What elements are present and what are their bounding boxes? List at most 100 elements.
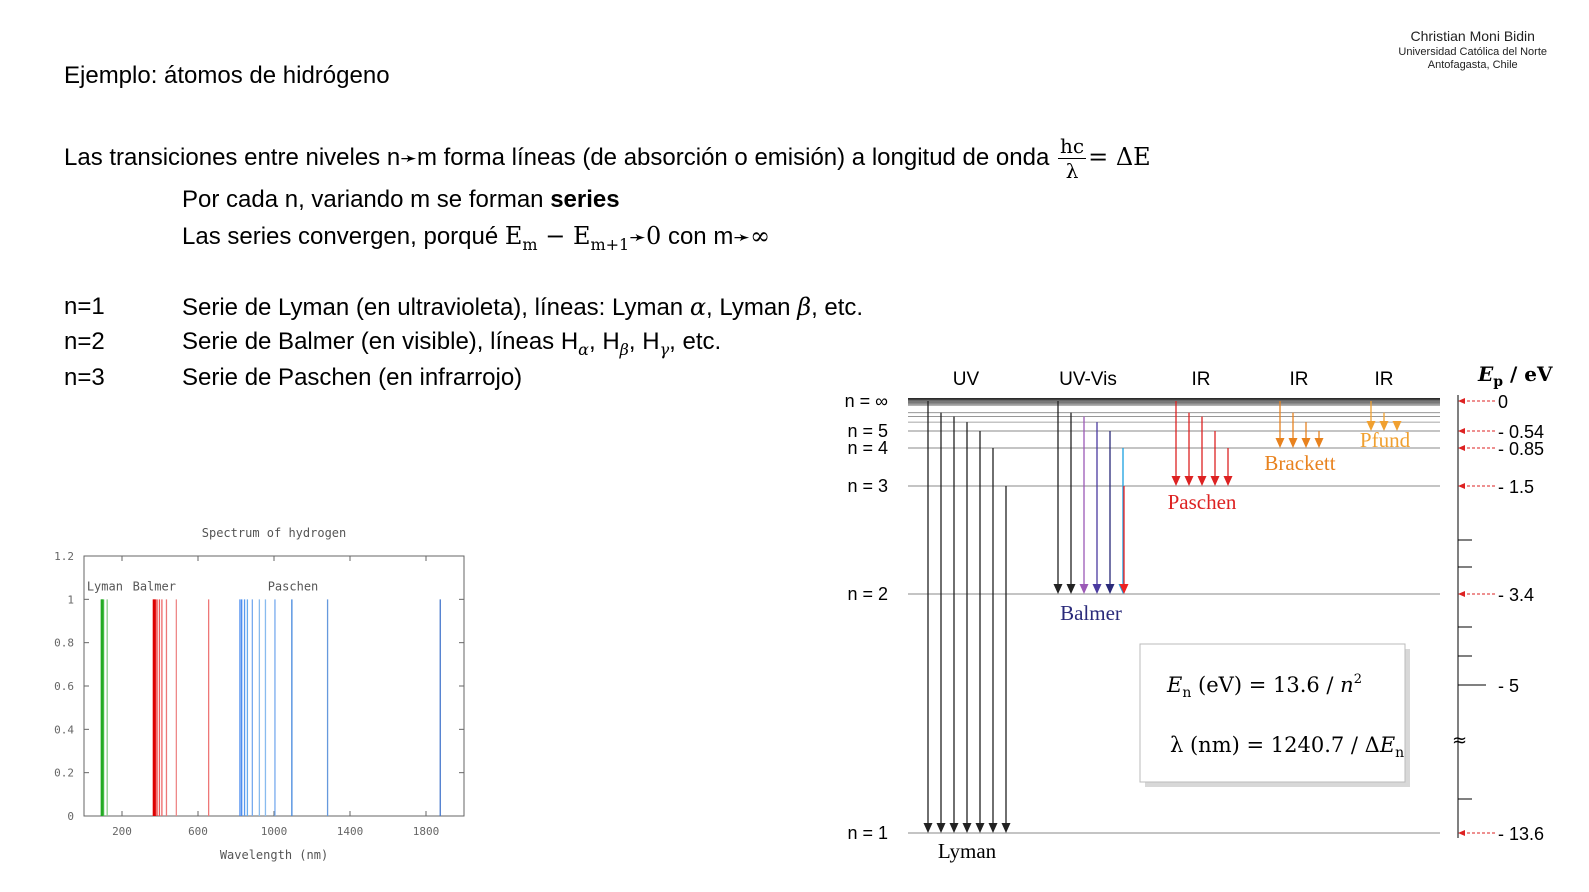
arrow-icon: ➛ bbox=[400, 147, 417, 170]
axis-label-E: E bbox=[1477, 362, 1494, 386]
formula1-rest: (eV) = 13.6 / bbox=[1191, 673, 1340, 697]
energy-formula: En (eV) = 13.6 / n2 bbox=[1166, 672, 1362, 701]
x-tick-label: 200 bbox=[112, 825, 132, 838]
region-header: UV bbox=[953, 369, 980, 390]
row-n3-text: Serie de Paschen (en infrarrojo) bbox=[182, 364, 523, 391]
convergence-sub-m1: m+1 bbox=[590, 235, 630, 254]
y-tick-label: 1 bbox=[67, 593, 74, 606]
fraction-numerator: hc bbox=[1057, 134, 1087, 159]
transition-arrow-head bbox=[1392, 421, 1402, 431]
row-n2-label: n=2 bbox=[64, 328, 105, 355]
h-beta-sub: β bbox=[619, 340, 629, 359]
level-label: n = 5 bbox=[847, 421, 888, 441]
series-name-label: Paschen bbox=[1168, 490, 1237, 514]
spectrum-title: Spectrum of hydrogen bbox=[202, 526, 347, 540]
formula1-n: n bbox=[1340, 673, 1354, 697]
balmer-sep1: , H bbox=[588, 328, 620, 355]
row-n1-label: n=1 bbox=[64, 293, 105, 320]
author-name: Christian Moni Bidin bbox=[1410, 28, 1535, 44]
spectrum-xlabel: Wavelength (nm) bbox=[220, 848, 328, 862]
arrow-icon: ➛ bbox=[629, 227, 646, 249]
convergence-sub-m: m bbox=[522, 235, 538, 254]
x-tick-label: 1000 bbox=[261, 825, 288, 838]
transition-arrow-head bbox=[988, 823, 998, 833]
series-name-label: Lyman bbox=[938, 839, 997, 863]
transition-arrow-head bbox=[1184, 476, 1194, 486]
series-name-label: Brackett bbox=[1264, 451, 1335, 475]
convergence-minus: − E bbox=[537, 222, 591, 250]
series-text-prefix: Por cada n, variando m se forman bbox=[182, 186, 551, 213]
axis-pointer-head bbox=[1458, 398, 1465, 404]
convergence-con: con m bbox=[661, 223, 734, 250]
fraction-denominator: λ bbox=[1065, 159, 1079, 183]
author-location: Antofagasta, Chile bbox=[1427, 59, 1518, 72]
transition-arrow-head bbox=[962, 823, 972, 833]
region-header: IR bbox=[1192, 369, 1211, 390]
formula1-sup: 2 bbox=[1354, 672, 1362, 687]
slide-title: Ejemplo: átomos de hidrógeno bbox=[64, 62, 390, 89]
balmer-sep2: , H bbox=[628, 328, 660, 355]
level-label: n = 3 bbox=[847, 476, 888, 496]
series-name-label: Pfund bbox=[1360, 428, 1411, 452]
formula2-lhs: λ (nm) = 1240.7 / Δ bbox=[1170, 733, 1380, 757]
transition-arrow-head bbox=[1079, 584, 1089, 594]
level-label: n = 1 bbox=[847, 823, 888, 843]
level-label: n = 2 bbox=[847, 584, 888, 604]
energy-value-label: - 3.4 bbox=[1498, 585, 1534, 605]
transition-arrow-head bbox=[1105, 584, 1115, 594]
convergence-E: E bbox=[504, 222, 523, 250]
level-label: n = 4 bbox=[847, 438, 888, 458]
x-tick-label: 600 bbox=[188, 825, 208, 838]
transition-arrow-head bbox=[1301, 438, 1311, 448]
transition-text-a: Las transiciones entre niveles n bbox=[64, 143, 401, 171]
transition-arrow-head bbox=[1210, 476, 1220, 486]
region-header: UV-Vis bbox=[1059, 369, 1117, 390]
axis-label-sub: p bbox=[1493, 374, 1503, 390]
transition-arrow-head bbox=[923, 823, 933, 833]
y-tick-label: 1.2 bbox=[54, 550, 74, 563]
series-label: Lyman bbox=[87, 580, 123, 594]
energy-value-label: - 5 bbox=[1498, 676, 1519, 696]
lyman-text-c: , etc. bbox=[811, 294, 864, 321]
formula2-E: E bbox=[1379, 733, 1395, 757]
arrow-icon: ➛ bbox=[733, 227, 751, 249]
author-university: Universidad Católica del Norte bbox=[1398, 45, 1547, 58]
transition-text: Las transiciones entre niveles n➛m forma… bbox=[64, 136, 1151, 181]
h-gamma-sub: γ bbox=[659, 340, 670, 359]
y-tick-label: 0.6 bbox=[54, 680, 74, 693]
y-tick-label: 0 bbox=[67, 810, 74, 823]
series-text-bold: series bbox=[550, 186, 620, 213]
transition-arrow-head bbox=[1066, 584, 1076, 594]
row-n3-label: n=3 bbox=[64, 364, 105, 391]
transition-arrow-head bbox=[1197, 476, 1207, 486]
convergence-zero: 0 bbox=[646, 222, 662, 250]
transition-arrow-head bbox=[1275, 438, 1285, 448]
x-tick-label: 1800 bbox=[413, 825, 440, 838]
series-label: Balmer bbox=[133, 580, 176, 594]
series-name-label: Balmer bbox=[1060, 601, 1122, 625]
transition-arrow-head bbox=[1223, 476, 1233, 486]
axis-label-unit: / eV bbox=[1503, 362, 1553, 386]
energy-axis-label: Ep / eV bbox=[1477, 362, 1553, 390]
energy-value-label: - 1.5 bbox=[1498, 477, 1534, 497]
balmer-text-c: , etc. bbox=[669, 328, 722, 355]
transition-arrow-head bbox=[1053, 584, 1063, 594]
balmer-text-a: Serie de Balmer (en visible), líneas H bbox=[182, 328, 579, 355]
formula1-sub: n bbox=[1182, 685, 1191, 701]
region-header: IR bbox=[1290, 369, 1309, 390]
y-tick-label: 0.8 bbox=[54, 637, 74, 650]
wavelength-formula: λ (nm) = 1240.7 / ΔEn bbox=[1170, 733, 1404, 761]
transition-arrow-head bbox=[975, 823, 985, 833]
energy-value-label: - 0.54 bbox=[1498, 422, 1544, 442]
convergence-text: Las series convergen, porqué Em − Em+1➛0… bbox=[182, 222, 770, 254]
transition-arrow-head bbox=[949, 823, 959, 833]
row-n1-text: Serie de Lyman (en ultravioleta), líneas… bbox=[182, 293, 863, 322]
axis-pointer-head bbox=[1458, 591, 1465, 597]
transition-arrow-head bbox=[936, 823, 946, 833]
fraction-rhs: = ΔE bbox=[1088, 142, 1151, 171]
lyman-beta: β bbox=[797, 293, 812, 321]
formula2-sub: n bbox=[1395, 745, 1404, 761]
transition-arrow-head bbox=[1001, 823, 1011, 833]
